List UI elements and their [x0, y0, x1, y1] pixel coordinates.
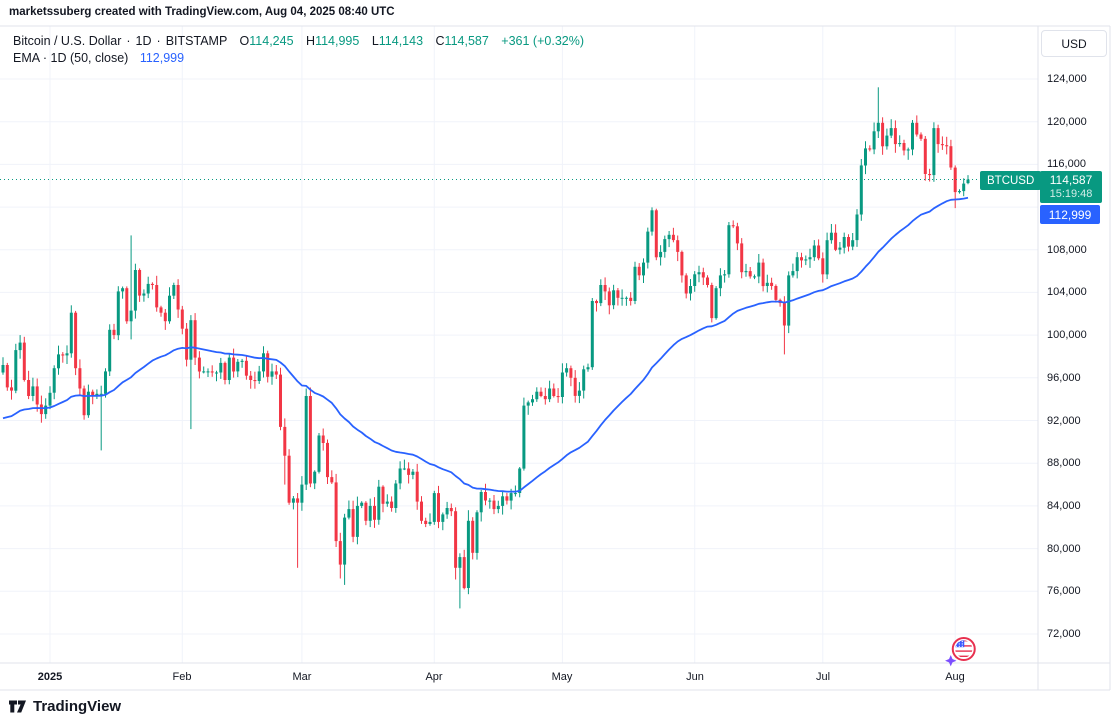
- bar-countdown: 15:19:48: [1049, 188, 1093, 200]
- price-tick-label: 96,000: [1047, 372, 1081, 384]
- currency-usd-button[interactable]: USD: [1041, 30, 1107, 57]
- last-price-value: 114,587: [1049, 173, 1093, 187]
- symbol-interval: 1D: [135, 34, 152, 48]
- high-label: H: [306, 34, 316, 48]
- legend-separator: ·: [156, 34, 161, 48]
- price-tick-label: 116,000: [1047, 158, 1086, 170]
- time-tick-label: Jun: [686, 671, 704, 683]
- symbol-name: Bitcoin / U.S. Dollar: [13, 34, 122, 48]
- open-value: 114,245: [249, 34, 294, 48]
- price-tick-label: 100,000: [1047, 329, 1087, 341]
- price-tick-label: 108,000: [1047, 244, 1087, 256]
- tradingview-footer[interactable]: TradingView: [8, 698, 121, 715]
- price-tick-label: 88,000: [1047, 457, 1081, 469]
- price-tick-label: 76,000: [1047, 585, 1081, 597]
- low-label: L: [371, 34, 379, 48]
- time-tick-label: Jul: [815, 671, 831, 683]
- last-price-badge: 114,587 15:19:48: [1040, 171, 1102, 203]
- time-tick-label: Feb: [172, 671, 192, 683]
- legend-separator: ·: [126, 34, 131, 48]
- candles-and-ema: [0, 87, 1038, 609]
- indicator-name: EMA · 1D (50, close): [13, 51, 129, 65]
- calendar-event-marker[interactable]: [945, 637, 976, 667]
- tradingview-wordmark: TradingView: [33, 698, 122, 715]
- symbol-legend[interactable]: Bitcoin / U.S. Dollar · 1D · BITSTAMP O114,2…: [13, 34, 584, 49]
- time-tick-label: Mar: [292, 671, 312, 683]
- tradingview-logo-icon: [9, 700, 26, 713]
- change-value: +361 (+0.32%): [501, 34, 584, 48]
- indicator-value: 112,999: [139, 51, 185, 65]
- price-tick-label: 92,000: [1047, 415, 1081, 427]
- price-tick-label: 124,000: [1047, 73, 1087, 85]
- chart-borders: [0, 25, 1111, 691]
- close-value: 114,587: [444, 34, 489, 48]
- time-tick-label: Aug: [945, 671, 965, 683]
- symbol-exchange: BITSTAMP: [165, 34, 228, 48]
- price-tick-label: 104,000: [1047, 286, 1087, 298]
- close-label: C: [435, 34, 445, 48]
- price-tick-label: 84,000: [1047, 500, 1081, 512]
- price-tick-label: 80,000: [1047, 543, 1081, 555]
- time-tick-label: 2025: [37, 671, 63, 683]
- time-tick-label: May: [551, 671, 573, 683]
- indicator-legend[interactable]: EMA · 1D (50, close) 112,999: [13, 51, 184, 66]
- snapshot-attribution: marketssuberg created with TradingView.c…: [9, 6, 395, 18]
- open-label: O: [239, 34, 250, 48]
- symbol-price-flag: BTCUSD: [980, 171, 1042, 190]
- ema-value-badge: 112,999: [1040, 205, 1100, 224]
- high-value: 114,995: [315, 34, 360, 48]
- low-value: 114,143: [378, 34, 424, 48]
- price-tick-label: 72,000: [1047, 628, 1081, 640]
- time-tick-label: Apr: [425, 671, 443, 683]
- price-tick-label: 120,000: [1047, 116, 1087, 128]
